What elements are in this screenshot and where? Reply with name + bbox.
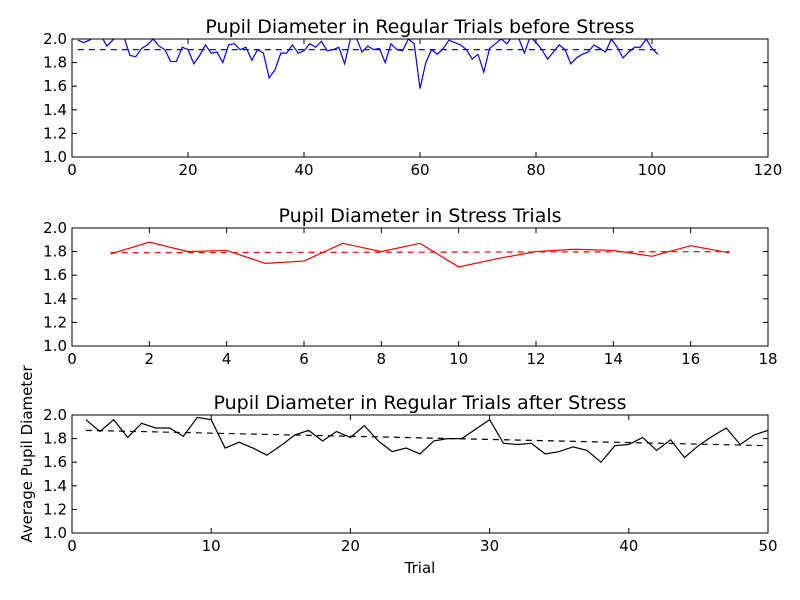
y-tick-label: 2.0 [43, 30, 67, 48]
x-tick-label: 40 [619, 537, 638, 555]
x-tick-label: 80 [526, 161, 545, 179]
y-tick-label: 2.0 [43, 406, 67, 424]
x-tick-label: 0 [67, 537, 77, 555]
axes-frame [71, 227, 769, 347]
x-tick-label: 20 [178, 161, 197, 179]
y-axis-label: Average Pupil Diameter [18, 365, 36, 543]
y-tick-label: 1.2 [43, 500, 67, 518]
y-tick-label: 1.8 [43, 54, 67, 72]
x-tick-label: 100 [638, 161, 667, 179]
x-tick-label: 20 [341, 537, 360, 555]
plot-area [72, 228, 768, 346]
x-tick-label: 10 [202, 537, 221, 555]
y-tick-label: 1.4 [43, 290, 67, 308]
x-tick-label: 0 [67, 161, 77, 179]
y-tick-label: 1.4 [43, 477, 67, 495]
x-tick-label: 18 [758, 350, 777, 368]
plot-area [72, 415, 768, 533]
y-tick-label: 1.2 [43, 313, 67, 331]
mean-line [85, 429, 768, 447]
series-line [77, 39, 659, 89]
plot-area [72, 39, 768, 157]
y-tick-label: 1.8 [43, 430, 67, 448]
x-tick-label: 8 [377, 350, 387, 368]
y-tick-label: 1.6 [43, 266, 67, 284]
x-tick-label: 4 [222, 350, 232, 368]
panel-stress: 0 2 4 6 8 10 12 14 16 18 1.0 1.2 1.4 1.6 1.8 2.0 Pupil D… [43, 205, 777, 368]
x-tick-label: 60 [410, 161, 429, 179]
panel-before-stress: 0 20 40 60 80 100 120 1.0 1.2 1.4 1.6 1.8 2.0 Pupil D… [43, 16, 782, 179]
x-tick-label: 16 [681, 350, 700, 368]
x-tick-label: 6 [299, 350, 309, 368]
x-tick-label: 14 [604, 350, 623, 368]
chart-title: Pupil Diameter in Regular Trials after S… [214, 392, 627, 414]
series-line [110, 241, 730, 268]
y-tick-label: 1.8 [43, 243, 67, 261]
y-tick-label: 1.2 [43, 124, 67, 142]
y-tick-label: 1.0 [43, 337, 67, 355]
chart-title: Pupil Diameter in Stress Trials [278, 205, 561, 227]
x-tick-label: 12 [526, 350, 545, 368]
y-tick-label: 1.4 [43, 101, 67, 119]
x-tick-label: 120 [754, 161, 783, 179]
x-tick-label: 30 [480, 537, 499, 555]
y-tick-label: 1.0 [43, 148, 67, 166]
x-tick-label: 0 [67, 350, 77, 368]
axes-frame [71, 414, 769, 534]
x-tick-label: 10 [449, 350, 468, 368]
x-axis-label: Trial [404, 559, 436, 577]
y-tick-label: 1.6 [43, 77, 67, 95]
series-line [85, 416, 768, 464]
y-tick-label: 1.6 [43, 453, 67, 471]
y-tick-label: 1.0 [43, 524, 67, 542]
panel-after-stress: 0 10 20 30 40 50 1.0 1.2 1.4 1.6 1.8 2.0 Pupil Diame… [18, 365, 778, 577]
x-tick-label: 2 [145, 350, 155, 368]
x-tick-label: 50 [758, 537, 777, 555]
y-tick-label: 2.0 [43, 219, 67, 237]
mean-line [110, 251, 730, 254]
x-tick-label: 40 [294, 161, 313, 179]
chart-title: Pupil Diameter in Regular Trials before … [205, 16, 634, 38]
